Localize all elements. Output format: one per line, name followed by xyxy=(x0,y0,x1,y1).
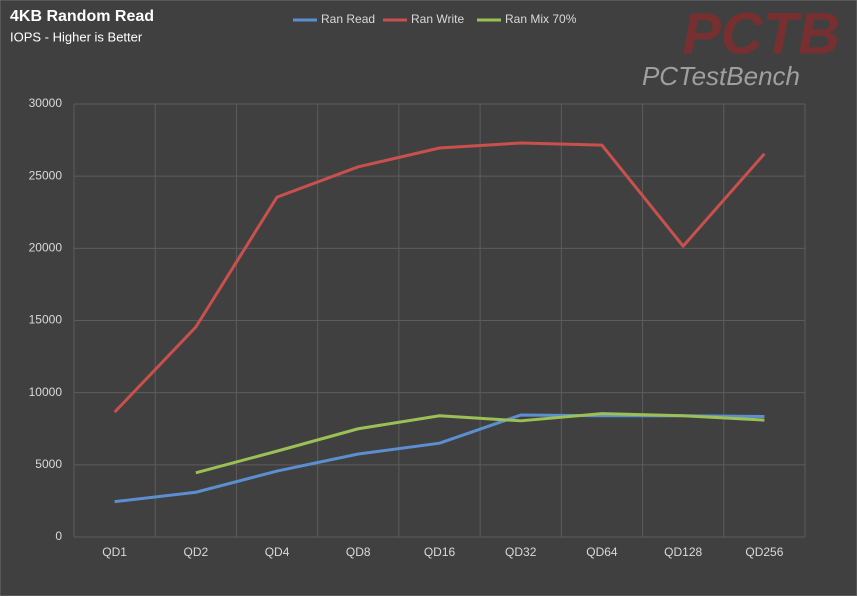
x-tick-label: QD128 xyxy=(664,545,702,559)
chart-subtitle: IOPS - Higher is Better xyxy=(10,29,143,44)
y-tick-label: 10000 xyxy=(29,385,63,399)
x-tick-label: QD1 xyxy=(102,545,127,559)
x-tick-label: QD256 xyxy=(745,545,783,559)
series-line xyxy=(195,412,765,475)
legend-label: Ran Mix 70% xyxy=(505,12,577,26)
y-tick-label: 15000 xyxy=(29,313,63,327)
x-tick-label: QD16 xyxy=(424,545,456,559)
watermark-logo: PCTB xyxy=(682,1,840,66)
watermark-text: PCTestBench xyxy=(642,61,800,91)
y-tick-label: 20000 xyxy=(29,241,63,255)
y-tick-label: 25000 xyxy=(29,168,63,182)
y-tick-label: 5000 xyxy=(35,457,62,471)
legend-label: Ran Write xyxy=(411,12,464,26)
x-tick-label: QD2 xyxy=(183,545,208,559)
x-tick-label: QD4 xyxy=(265,545,290,559)
y-tick-label: 0 xyxy=(55,529,62,543)
legend-label: Ran Read xyxy=(321,12,375,26)
x-tick-label: QD64 xyxy=(586,545,618,559)
chart-title: 4KB Random Read xyxy=(10,8,154,25)
series-line xyxy=(113,141,766,414)
x-tick-label: QD32 xyxy=(505,545,537,559)
x-tick-label: QD8 xyxy=(346,545,371,559)
y-tick-label: 30000 xyxy=(29,96,63,110)
